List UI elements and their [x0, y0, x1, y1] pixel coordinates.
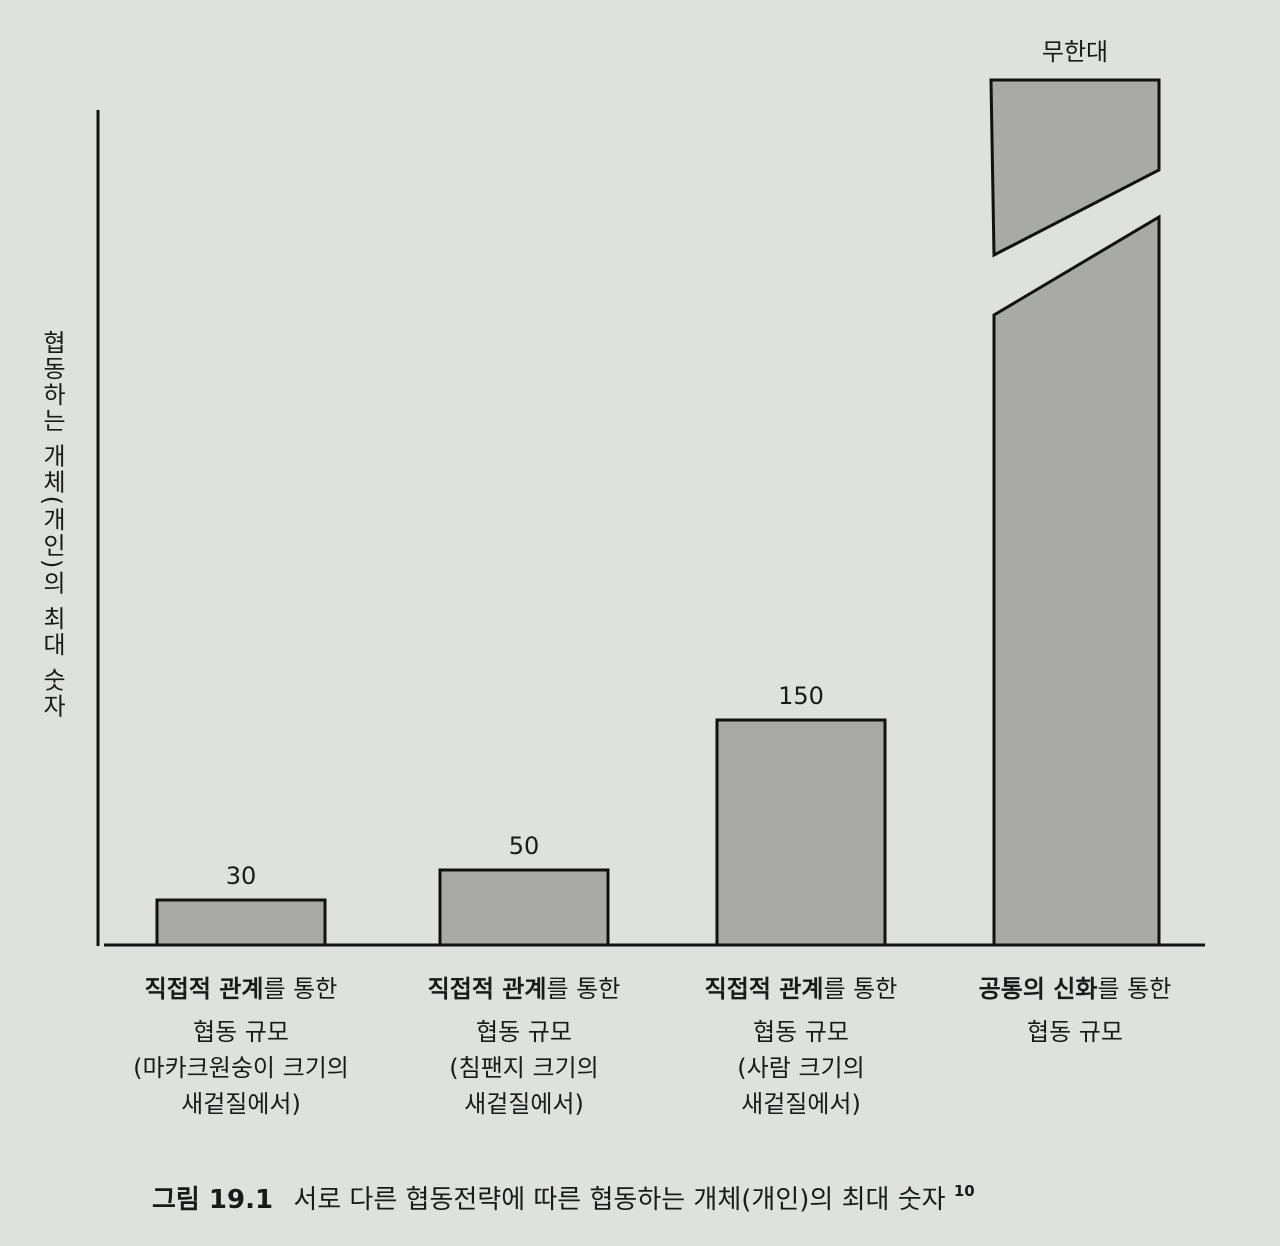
category-bold: 직접적 관계 [428, 975, 547, 1003]
x-tick-label-line: (마카크원숭이 크기의 [133, 1054, 349, 1082]
x-tick-label-line: 협동 규모 [1027, 1018, 1123, 1046]
caption-note: 10 [954, 1182, 975, 1200]
x-tick-label: 직접적 관계를 통한 [428, 975, 621, 1003]
x-tick-label: 직접적 관계를 통한 [145, 975, 338, 1003]
bar [715, 718, 887, 947]
bar [155, 898, 327, 947]
bar-broken-top [989, 78, 1161, 258]
x-tick-label-line: (침팬지 크기의 [449, 1054, 598, 1082]
x-tick-label-line: (사람 크기의 [737, 1054, 864, 1082]
category-text: 를 통한 [1097, 975, 1171, 1003]
value-label: 150 [778, 682, 824, 710]
x-tick-label-line: 새겉질에서) [464, 1090, 584, 1118]
bar-broken-bottom [992, 214, 1161, 947]
caption: 그림 19.1 서로 다른 협동전략에 따른 협동하는 개체(개인)의 최대 숫… [152, 1182, 975, 1215]
caption-number: 그림 19.1 [152, 1185, 273, 1215]
category-bold: 공통의 신화 [979, 975, 1098, 1003]
x-tick-label-line: 새겉질에서) [181, 1090, 301, 1118]
y-axis-label: 협동하는 개체(개인)의 최대 숫자 [38, 330, 66, 720]
category-text: 를 통한 [823, 975, 897, 1003]
category-bold: 직접적 관계 [705, 975, 824, 1003]
value-label: 30 [226, 862, 257, 890]
bar [438, 868, 610, 947]
x-tick-label: 공통의 신화를 통한 [979, 975, 1172, 1003]
value-label: 50 [509, 832, 540, 860]
value-label: 무한대 [1042, 38, 1108, 66]
category-text: 를 통한 [263, 975, 337, 1003]
category-bold: 직접적 관계 [145, 975, 264, 1003]
x-tick-label: 직접적 관계를 통한 [705, 975, 898, 1003]
x-tick-label-line: 새겉질에서) [741, 1090, 861, 1118]
x-tick-label-line: 협동 규모 [753, 1018, 849, 1046]
x-tick-label-line: 협동 규모 [193, 1018, 289, 1046]
caption-text: 서로 다른 협동전략에 따른 협동하는 개체(개인)의 최대 숫자 [293, 1185, 945, 1215]
x-tick-label-line: 협동 규모 [476, 1018, 572, 1046]
category-text: 를 통한 [546, 975, 620, 1003]
